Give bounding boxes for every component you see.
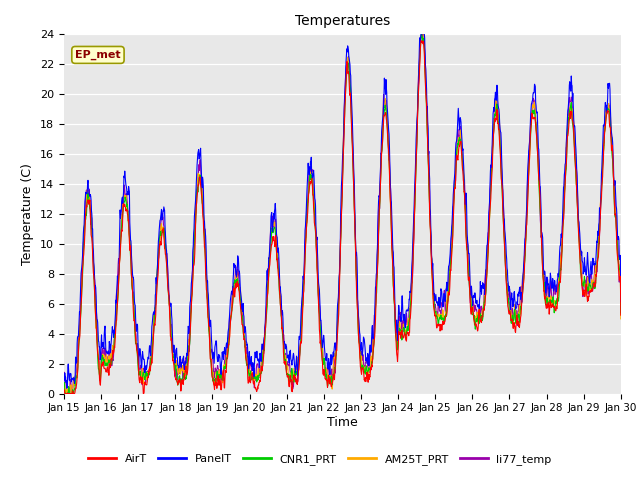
Title: Temperatures: Temperatures	[295, 14, 390, 28]
Legend: AirT, PanelT, CNR1_PRT, AM25T_PRT, li77_temp: AirT, PanelT, CNR1_PRT, AM25T_PRT, li77_…	[84, 450, 556, 469]
X-axis label: Time: Time	[327, 416, 358, 429]
Text: EP_met: EP_met	[75, 50, 121, 60]
Y-axis label: Temperature (C): Temperature (C)	[22, 163, 35, 264]
